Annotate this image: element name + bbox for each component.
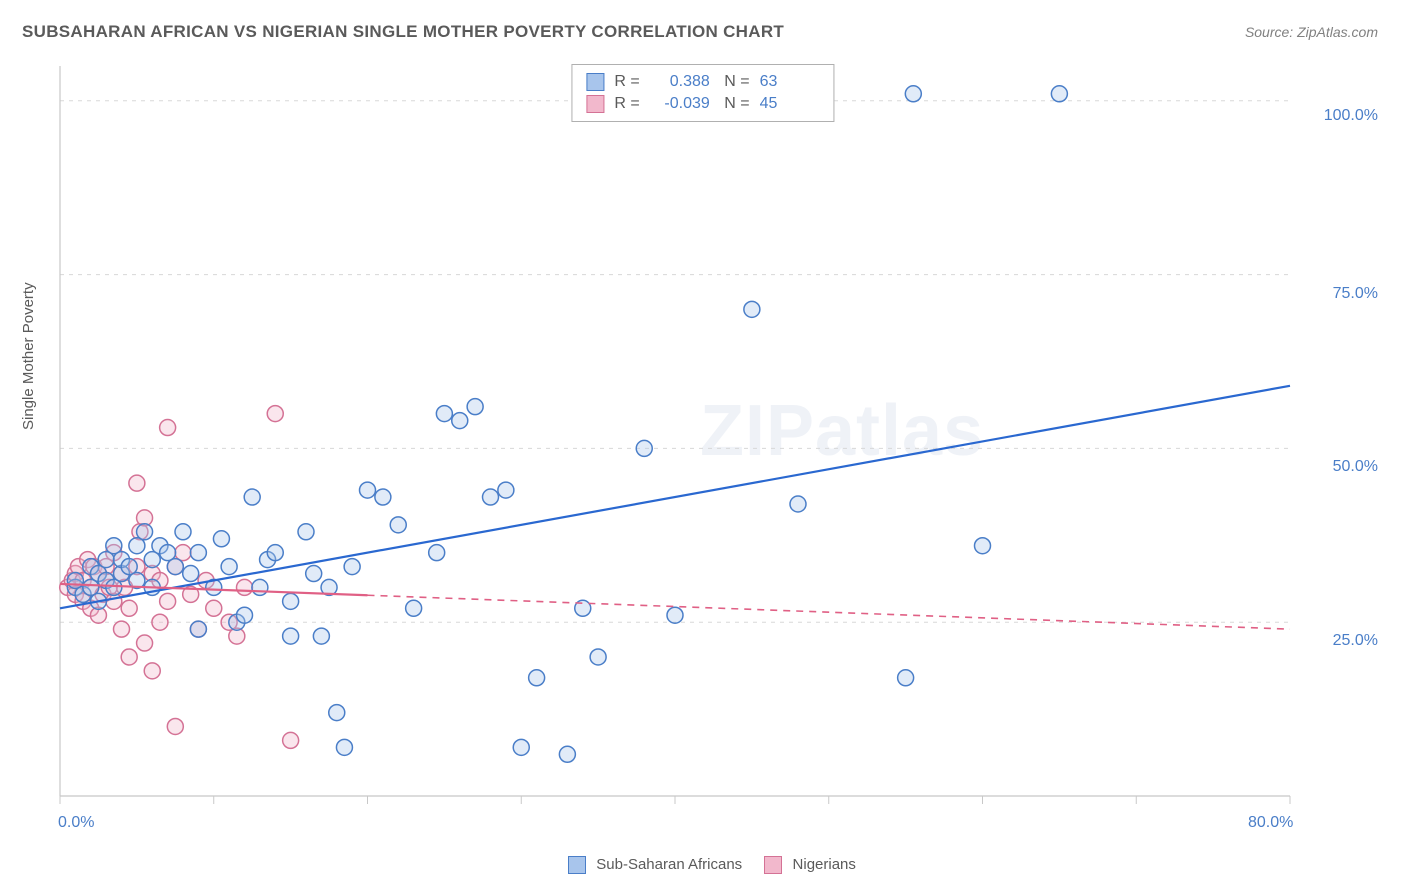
data-point: [190, 621, 206, 637]
data-point: [298, 524, 314, 540]
y-tick-label: 75.0%: [1333, 285, 1378, 303]
data-point: [190, 545, 206, 561]
legend-r-label: R =: [614, 73, 639, 91]
data-point: [137, 635, 153, 651]
data-point: [267, 545, 283, 561]
data-point: [529, 670, 545, 686]
data-point: [129, 475, 145, 491]
correlation-legend-row: R = -0.039 N = 45: [586, 93, 819, 115]
trend-line-extrapolated: [368, 595, 1291, 629]
data-point: [483, 489, 499, 505]
data-point: [283, 732, 299, 748]
data-point: [498, 482, 514, 498]
data-point: [144, 663, 160, 679]
data-point: [306, 566, 322, 582]
scatter-plot: [50, 66, 1350, 826]
data-point: [167, 718, 183, 734]
legend-swatch: [764, 856, 782, 874]
data-point: [975, 538, 991, 554]
data-point: [137, 524, 153, 540]
data-point: [344, 559, 360, 575]
data-point: [160, 593, 176, 609]
y-tick-label: 50.0%: [1333, 458, 1378, 476]
data-point: [406, 600, 422, 616]
data-point: [252, 579, 268, 595]
data-point: [467, 399, 483, 415]
data-point: [121, 600, 137, 616]
legend-n-label: N =: [720, 95, 750, 113]
data-point: [636, 440, 652, 456]
data-point: [267, 406, 283, 422]
data-point: [390, 517, 406, 533]
data-point: [283, 628, 299, 644]
legend-n-value: 63: [760, 73, 820, 91]
data-point: [1051, 86, 1067, 102]
y-tick-label: 25.0%: [1333, 632, 1378, 650]
source-attribution: Source: ZipAtlas.com: [1245, 24, 1378, 40]
data-point: [513, 739, 529, 755]
data-point: [237, 579, 253, 595]
correlation-legend-row: R = 0.388 N = 63: [586, 71, 819, 93]
data-point: [790, 496, 806, 512]
data-point: [436, 406, 452, 422]
data-point: [167, 559, 183, 575]
data-point: [375, 489, 391, 505]
data-point: [175, 524, 191, 540]
data-point: [152, 614, 168, 630]
data-point: [221, 559, 237, 575]
series-legend: Sub-Saharan Africans Nigerians: [0, 856, 1406, 874]
legend-swatch: [568, 856, 586, 874]
y-axis-label: Single Mother Poverty: [20, 282, 37, 430]
legend-n-value: 45: [760, 95, 820, 113]
data-point: [452, 413, 468, 429]
x-tick-label: 0.0%: [58, 814, 94, 832]
y-tick-label: 100.0%: [1324, 107, 1378, 125]
data-point: [590, 649, 606, 665]
data-point: [244, 489, 260, 505]
data-point: [237, 607, 253, 623]
data-point: [744, 301, 760, 317]
chart-title: SUBSAHARAN AFRICAN VS NIGERIAN SINGLE MO…: [22, 22, 784, 42]
data-point: [898, 670, 914, 686]
data-point: [559, 746, 575, 762]
data-point: [313, 628, 329, 644]
legend-r-value: 0.388: [650, 73, 710, 91]
data-point: [905, 86, 921, 102]
correlation-legend: R = 0.388 N = 63 R = -0.039 N = 45: [571, 64, 834, 122]
data-point: [329, 705, 345, 721]
legend-series-label: Nigerians: [788, 856, 856, 873]
data-point: [121, 649, 137, 665]
legend-n-label: N =: [720, 73, 750, 91]
data-point: [206, 600, 222, 616]
data-point: [114, 621, 130, 637]
legend-series-label: Sub-Saharan Africans: [592, 856, 746, 873]
data-point: [160, 420, 176, 436]
data-point: [183, 566, 199, 582]
legend-r-value: -0.039: [650, 95, 710, 113]
data-point: [429, 545, 445, 561]
legend-swatch: [586, 95, 604, 113]
x-tick-label: 80.0%: [1248, 814, 1293, 832]
legend-swatch: [586, 73, 604, 91]
data-point: [213, 531, 229, 547]
data-point: [667, 607, 683, 623]
data-point: [283, 593, 299, 609]
data-point: [360, 482, 376, 498]
legend-r-label: R =: [614, 95, 639, 113]
data-point: [336, 739, 352, 755]
